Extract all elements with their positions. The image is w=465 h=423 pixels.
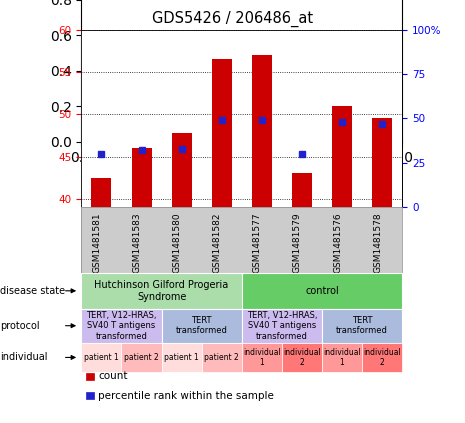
Text: individual
1: individual 1 bbox=[323, 348, 361, 367]
Text: count: count bbox=[98, 371, 127, 382]
Text: TERT, V12-HRAS,
SV40 T antigens
transformed: TERT, V12-HRAS, SV40 T antigens transfor… bbox=[86, 311, 157, 341]
Bar bbox=[372, 118, 392, 207]
Text: TERT
transformed: TERT transformed bbox=[176, 316, 228, 335]
Text: GSM1481579: GSM1481579 bbox=[293, 212, 302, 273]
Bar bbox=[132, 148, 152, 207]
Text: control: control bbox=[305, 286, 339, 296]
Text: GDS5426 / 206486_at: GDS5426 / 206486_at bbox=[152, 11, 313, 27]
Text: patient 2: patient 2 bbox=[205, 353, 239, 362]
Text: GSM1481580: GSM1481580 bbox=[173, 212, 182, 273]
Text: GSM1481576: GSM1481576 bbox=[333, 212, 342, 273]
Bar bbox=[172, 133, 192, 207]
Text: TERT, V12-HRAS,
SV40 T antigens
transformed: TERT, V12-HRAS, SV40 T antigens transfor… bbox=[246, 311, 317, 341]
Text: GSM1481582: GSM1481582 bbox=[213, 212, 222, 273]
Text: TERT
transformed: TERT transformed bbox=[336, 316, 388, 335]
Text: GSM1481577: GSM1481577 bbox=[253, 212, 262, 273]
Text: Hutchinson Gilford Progeria
Syndrome: Hutchinson Gilford Progeria Syndrome bbox=[94, 280, 229, 302]
Text: percentile rank within the sample: percentile rank within the sample bbox=[98, 390, 274, 401]
Bar bbox=[252, 55, 272, 207]
Bar bbox=[292, 173, 312, 207]
Bar bbox=[332, 106, 352, 207]
Text: individual
2: individual 2 bbox=[363, 348, 401, 367]
Text: GSM1481578: GSM1481578 bbox=[373, 212, 382, 273]
Text: GSM1481583: GSM1481583 bbox=[133, 212, 141, 273]
Text: GSM1481581: GSM1481581 bbox=[93, 212, 101, 273]
Text: protocol: protocol bbox=[0, 321, 40, 331]
Text: individual
2: individual 2 bbox=[283, 348, 321, 367]
Text: individual: individual bbox=[0, 352, 47, 363]
Text: patient 2: patient 2 bbox=[124, 353, 159, 362]
Text: disease state: disease state bbox=[0, 286, 65, 296]
Text: patient 1: patient 1 bbox=[164, 353, 199, 362]
Text: individual
1: individual 1 bbox=[243, 348, 281, 367]
Bar bbox=[92, 178, 112, 207]
Text: patient 1: patient 1 bbox=[84, 353, 119, 362]
Bar bbox=[212, 59, 232, 207]
